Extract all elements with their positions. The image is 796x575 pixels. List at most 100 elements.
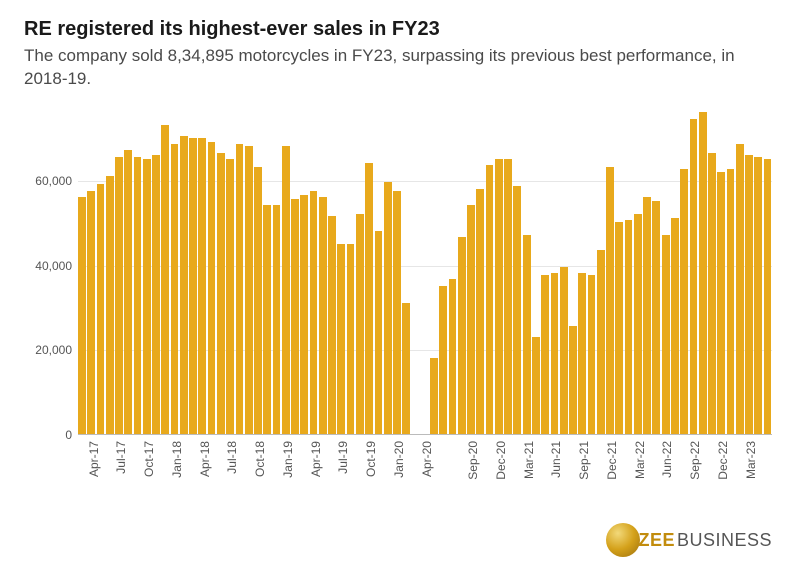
bar (560, 267, 568, 434)
bar (393, 191, 401, 434)
bar (727, 169, 735, 433)
chart-subtitle: The company sold 8,34,895 motorcycles in… (24, 45, 772, 91)
x-tick-label: Dec-21 (605, 441, 619, 480)
bar (504, 159, 512, 434)
bar (523, 235, 531, 434)
bar (764, 159, 772, 434)
bar (402, 303, 410, 434)
bar (708, 153, 716, 434)
x-tick-label: Mar-23 (744, 441, 758, 479)
x-tick-label: Jan-20 (392, 441, 406, 478)
bar (597, 250, 605, 434)
bar (347, 244, 355, 434)
bar (208, 142, 216, 434)
bar (699, 112, 707, 434)
bar (273, 205, 281, 433)
chart-title: RE registered its highest-ever sales in … (24, 18, 772, 41)
x-tick-label: Oct-19 (364, 441, 378, 477)
x-axis-labels: Apr-17Jul-17Oct-17Jan-18Apr-18Jul-18Oct-… (78, 439, 772, 485)
y-tick-label: 20,000 (24, 343, 72, 357)
bar (671, 218, 679, 434)
bar (310, 191, 318, 434)
brand-text-2: BUSINESS (677, 530, 772, 551)
x-tick-label: Sep-22 (688, 441, 702, 480)
bar (643, 197, 651, 434)
bar (384, 182, 392, 434)
bar (662, 235, 670, 434)
bar (690, 119, 698, 434)
bar (180, 136, 188, 434)
bar (143, 159, 151, 434)
bar (171, 144, 179, 434)
bar (236, 144, 244, 434)
bar (300, 195, 308, 434)
bar (226, 159, 234, 434)
x-tick-label: Jul-19 (336, 441, 350, 474)
x-tick-label: Jan-18 (170, 441, 184, 478)
x-tick-label: Jul-18 (225, 441, 239, 474)
bar (467, 205, 475, 433)
bar (625, 220, 633, 434)
bar (291, 199, 299, 434)
bar (254, 167, 262, 434)
bar (458, 237, 466, 434)
bar (652, 201, 660, 434)
bar (198, 138, 206, 434)
bar (375, 231, 383, 434)
bar (717, 172, 725, 434)
x-tick-label: Jun-21 (549, 441, 563, 478)
bar (263, 205, 271, 433)
x-tick-label: Jun-22 (660, 441, 674, 478)
x-tick-label: Apr-19 (309, 441, 323, 477)
x-tick-label: Oct-18 (253, 441, 267, 477)
bar (476, 189, 484, 434)
brand-logo: ZEE BUSINESS (606, 523, 772, 557)
bar (365, 163, 373, 434)
bar (97, 184, 105, 434)
bar (615, 222, 623, 434)
y-tick-label: 40,000 (24, 259, 72, 273)
plot-region (78, 105, 772, 435)
brand-text-1: ZEE (638, 530, 675, 551)
x-tick-label: Dec-20 (494, 441, 508, 480)
bar (588, 275, 596, 434)
bar (115, 157, 123, 434)
bar (439, 286, 447, 434)
y-tick-label: 60,000 (24, 174, 72, 188)
x-tick-label: Jul-17 (114, 441, 128, 474)
y-tick-label: 0 (24, 428, 72, 442)
bar (134, 157, 142, 434)
bar (106, 176, 114, 434)
brand-circle-icon (606, 523, 640, 557)
bar (532, 337, 540, 434)
bar (356, 214, 364, 434)
bar (486, 165, 494, 434)
bar (328, 216, 336, 434)
x-tick-label: Oct-17 (142, 441, 156, 477)
bar (736, 144, 744, 434)
x-tick-label: Mar-22 (633, 441, 647, 479)
bar (430, 358, 438, 434)
bar (745, 155, 753, 434)
bar (513, 186, 521, 434)
bar (541, 275, 549, 434)
bar (319, 197, 327, 434)
bar (282, 146, 290, 434)
bar (449, 279, 457, 433)
bar (495, 159, 503, 434)
chart-area: 020,00040,00060,000 Apr-17Jul-17Oct-17Ja… (24, 105, 772, 485)
bar (634, 214, 642, 434)
bar (78, 197, 86, 434)
bar (680, 169, 688, 433)
bar (754, 157, 762, 434)
x-tick-label: Sep-20 (466, 441, 480, 480)
bar (245, 146, 253, 434)
x-tick-label: Apr-20 (420, 441, 434, 477)
bar (189, 138, 197, 434)
bar (551, 273, 559, 434)
bar (217, 153, 225, 434)
bar (606, 167, 614, 434)
bar (337, 244, 345, 434)
bar (124, 150, 132, 433)
bar (161, 125, 169, 434)
